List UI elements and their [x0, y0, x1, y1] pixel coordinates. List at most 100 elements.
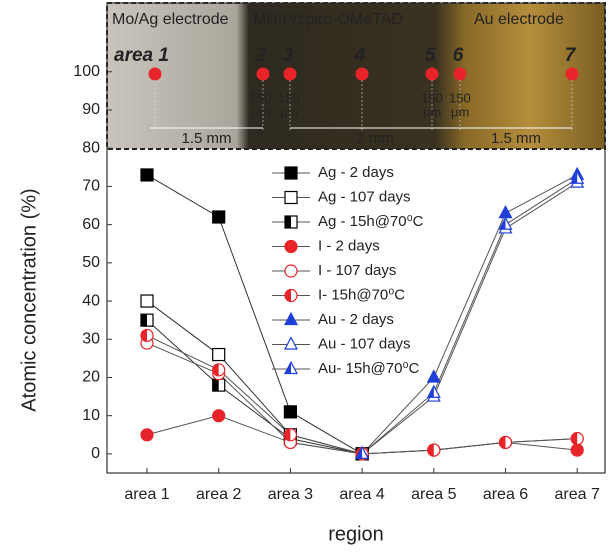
- marker: [500, 206, 512, 217]
- marker: [571, 444, 583, 456]
- inset-region-label: Au electrode: [474, 11, 564, 28]
- x-tick-label: area 2: [196, 486, 241, 503]
- marker-half: [500, 436, 506, 448]
- marker-shape: [141, 429, 153, 441]
- marker: [285, 265, 297, 277]
- marker: [428, 371, 440, 382]
- legend-label: Au- 15h@70⁰C: [318, 360, 419, 377]
- inset-region-label: Mo/Ag electrode: [112, 11, 229, 28]
- series-line: [147, 335, 577, 453]
- marker-shape: [500, 206, 512, 217]
- x-tick-label: area 4: [339, 486, 384, 503]
- marker-half: [141, 314, 147, 326]
- y-tick-label: 90: [82, 101, 100, 118]
- marker-shape: [213, 349, 225, 361]
- marker-half: [571, 433, 577, 445]
- legend-label: I - 2 days: [318, 237, 380, 254]
- legend-label: Au - 2 days: [318, 311, 394, 328]
- inset-span-label: 1.5 mm: [181, 130, 231, 147]
- inset-point-label: area 1: [114, 45, 169, 66]
- marker: [213, 364, 225, 376]
- x-tick-label: area 1: [124, 486, 169, 503]
- marker-shape: [428, 371, 440, 382]
- marker: [141, 329, 153, 341]
- marker-shape: [285, 192, 297, 204]
- y-tick-label: 50: [82, 254, 100, 271]
- x-tick-label: area 5: [411, 486, 456, 503]
- y-tick-label: 30: [82, 330, 100, 347]
- inset-gap-unit: μm: [451, 104, 469, 119]
- x-tick-label: area 7: [555, 486, 600, 503]
- marker: [213, 379, 225, 391]
- inset-gap-number: 150: [421, 90, 443, 105]
- marker: [284, 406, 296, 418]
- marker: [285, 362, 297, 373]
- marker: [141, 295, 153, 307]
- marker: [213, 211, 225, 223]
- inset-gap-number: 150: [449, 90, 471, 105]
- inset-gap-number: 150: [278, 90, 300, 105]
- inset-point-label: 3: [283, 45, 294, 66]
- marker: [284, 429, 296, 441]
- marker-half: [285, 290, 291, 302]
- inset-point: [566, 68, 579, 81]
- inset-point-label: 2: [255, 45, 267, 66]
- inset-point: [356, 68, 369, 81]
- inset-span-label: 1.5 mm: [491, 130, 541, 147]
- legend-label: Au - 107 days: [318, 335, 411, 352]
- inset-point-label: 4: [354, 45, 366, 66]
- legend-label: I- 15h@70⁰C: [318, 286, 405, 303]
- marker-half: [285, 216, 291, 228]
- y-tick-label: 70: [82, 178, 100, 195]
- inset-gap-number: 150: [250, 90, 272, 105]
- x-tick-label: area 3: [268, 486, 313, 503]
- inset-gap-unit: μm: [252, 104, 270, 119]
- marker: [285, 241, 297, 253]
- y-tick-label: 100: [73, 63, 100, 80]
- marker-shape: [285, 167, 297, 179]
- marker-shape: [285, 338, 297, 349]
- x-tick-label: area 6: [483, 486, 528, 503]
- marker: [285, 313, 297, 324]
- inset-point: [284, 68, 297, 81]
- inset-point: [454, 68, 467, 81]
- marker-shape: [141, 295, 153, 307]
- marker-shape: [284, 406, 296, 418]
- inset-point: [426, 68, 439, 81]
- inset-gap-unit: μm: [423, 104, 441, 119]
- marker-half: [213, 379, 219, 391]
- inset-point: [149, 68, 162, 81]
- marker: [141, 169, 153, 181]
- marker-shape: [285, 265, 297, 277]
- marker-shape: [213, 410, 225, 422]
- inset-span-label: 2 mm: [356, 130, 394, 147]
- marker: [213, 349, 225, 361]
- page: Atomic concentration (%) region Mo/Ag el…: [0, 0, 615, 554]
- chart: Atomic concentration (%) region Mo/Ag el…: [0, 0, 615, 554]
- marker-shape: [213, 211, 225, 223]
- y-tick-label: 0: [91, 445, 100, 462]
- y-tick-label: 20: [82, 369, 100, 386]
- inset-gap-unit: μm: [280, 104, 298, 119]
- marker: [141, 429, 153, 441]
- marker: [285, 167, 297, 179]
- inset-point-label: 7: [565, 45, 577, 66]
- inset-region-label: MHIP/spiro-OMeTAD: [253, 11, 403, 28]
- y-tick-label: 80: [82, 139, 100, 156]
- legend-label: Ag - 15h@70⁰C: [318, 213, 424, 230]
- x-axis-title: region: [328, 523, 384, 545]
- inset-point: [257, 68, 270, 81]
- inset-point-label: 6: [453, 45, 464, 66]
- marker-shape: [141, 169, 153, 181]
- y-tick-label: 60: [82, 216, 100, 233]
- marker: [285, 192, 297, 204]
- marker-shape: [285, 313, 297, 324]
- marker: [500, 436, 512, 448]
- marker: [285, 290, 297, 302]
- marker: [285, 216, 297, 228]
- marker-half: [428, 444, 434, 456]
- legend-label: Ag - 107 days: [318, 188, 411, 205]
- marker: [428, 444, 440, 456]
- marker: [141, 314, 153, 326]
- marker-shape: [285, 241, 297, 253]
